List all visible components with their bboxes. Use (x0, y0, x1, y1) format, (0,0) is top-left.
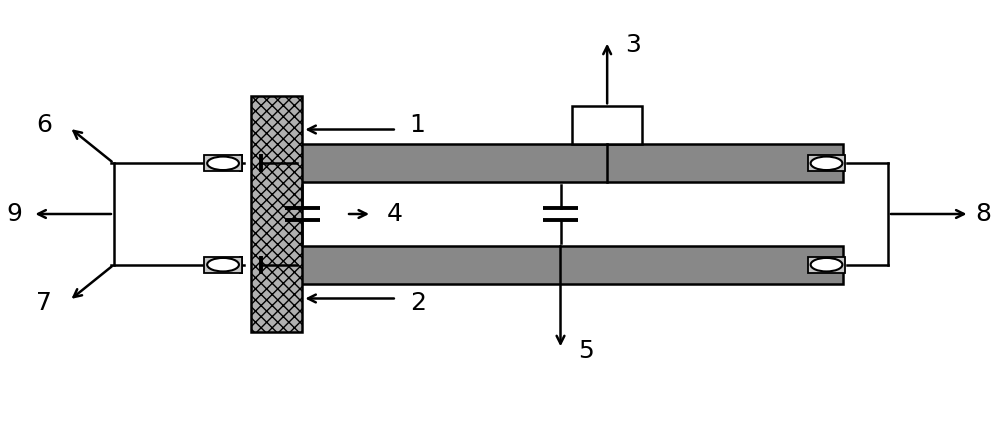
Bar (251, 96, 302, 332)
Text: 6: 6 (36, 113, 52, 137)
Bar (297, 246, 843, 284)
Text: 1: 1 (410, 113, 426, 137)
Text: 4: 4 (387, 202, 403, 226)
Circle shape (811, 157, 842, 170)
Text: 9: 9 (7, 202, 23, 226)
Text: 3: 3 (625, 33, 641, 57)
Bar (297, 144, 843, 182)
Circle shape (207, 258, 239, 271)
Text: 7: 7 (36, 291, 52, 315)
Bar (204, 155, 242, 171)
Text: 8: 8 (975, 202, 991, 226)
Bar (204, 257, 242, 273)
Circle shape (207, 157, 239, 170)
Bar (572, 106, 642, 144)
Bar (808, 155, 845, 171)
Text: 2: 2 (410, 291, 426, 315)
Bar (808, 257, 845, 273)
Circle shape (811, 258, 842, 271)
Text: 5: 5 (578, 339, 594, 363)
